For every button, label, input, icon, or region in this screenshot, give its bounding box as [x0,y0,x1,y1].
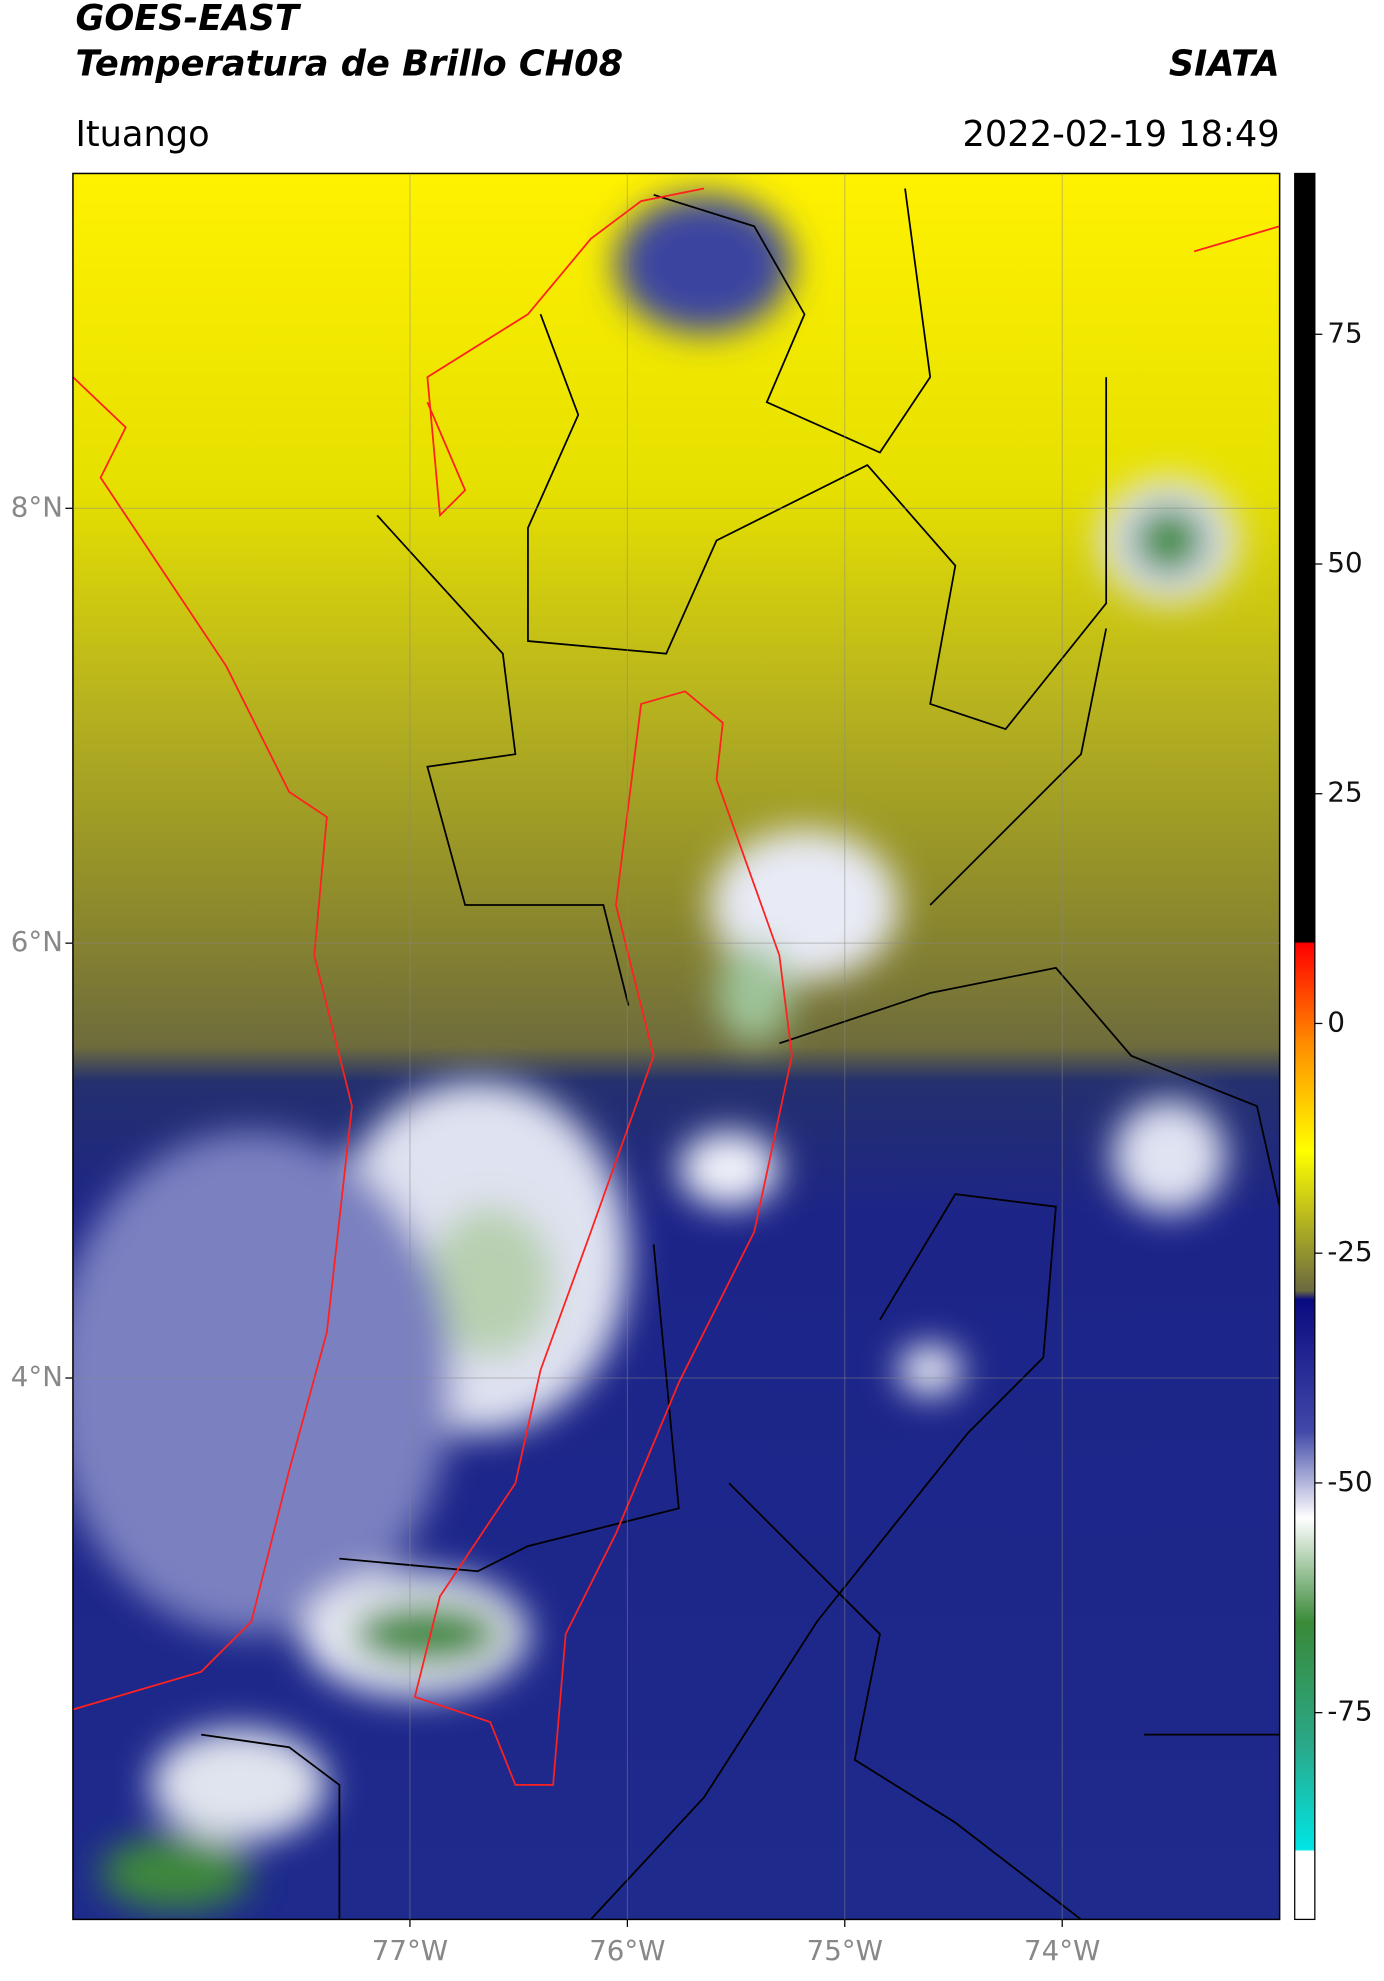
lon-tick-label: 74°W [1024,1934,1100,1967]
location: Ituango [75,114,209,155]
map-imagery [72,173,1280,1920]
lat-tick-label: 6°N [11,925,63,958]
colorbar-tick-label: -50 [1327,1465,1372,1498]
title: GOES-EAST [75,0,301,39]
brand: SIATA [1169,43,1280,84]
subtitle: Temperatura de Brillo CH08 [75,43,623,84]
colorbar-tick-label: -75 [1327,1695,1372,1728]
lon-tick-label: 76°W [589,1934,665,1967]
datetime: 2022-02-19 18:49 [963,114,1280,155]
map-frame [72,172,1281,1921]
colorbar-tick-label: 25 [1327,776,1362,809]
lat-tick-label: 4°N [11,1360,63,1393]
colorbar-tick-label: -25 [1327,1235,1372,1268]
colorbar [1294,172,1316,1921]
colorbar-tick-label: 75 [1327,316,1362,349]
lon-tick-label: 77°W [372,1934,448,1967]
lat-tick-label: 8°N [11,490,63,523]
colorbar-tick-label: 0 [1327,1005,1345,1038]
colorbar-tick-label: 50 [1327,546,1362,579]
lon-tick-label: 75°W [807,1934,883,1967]
